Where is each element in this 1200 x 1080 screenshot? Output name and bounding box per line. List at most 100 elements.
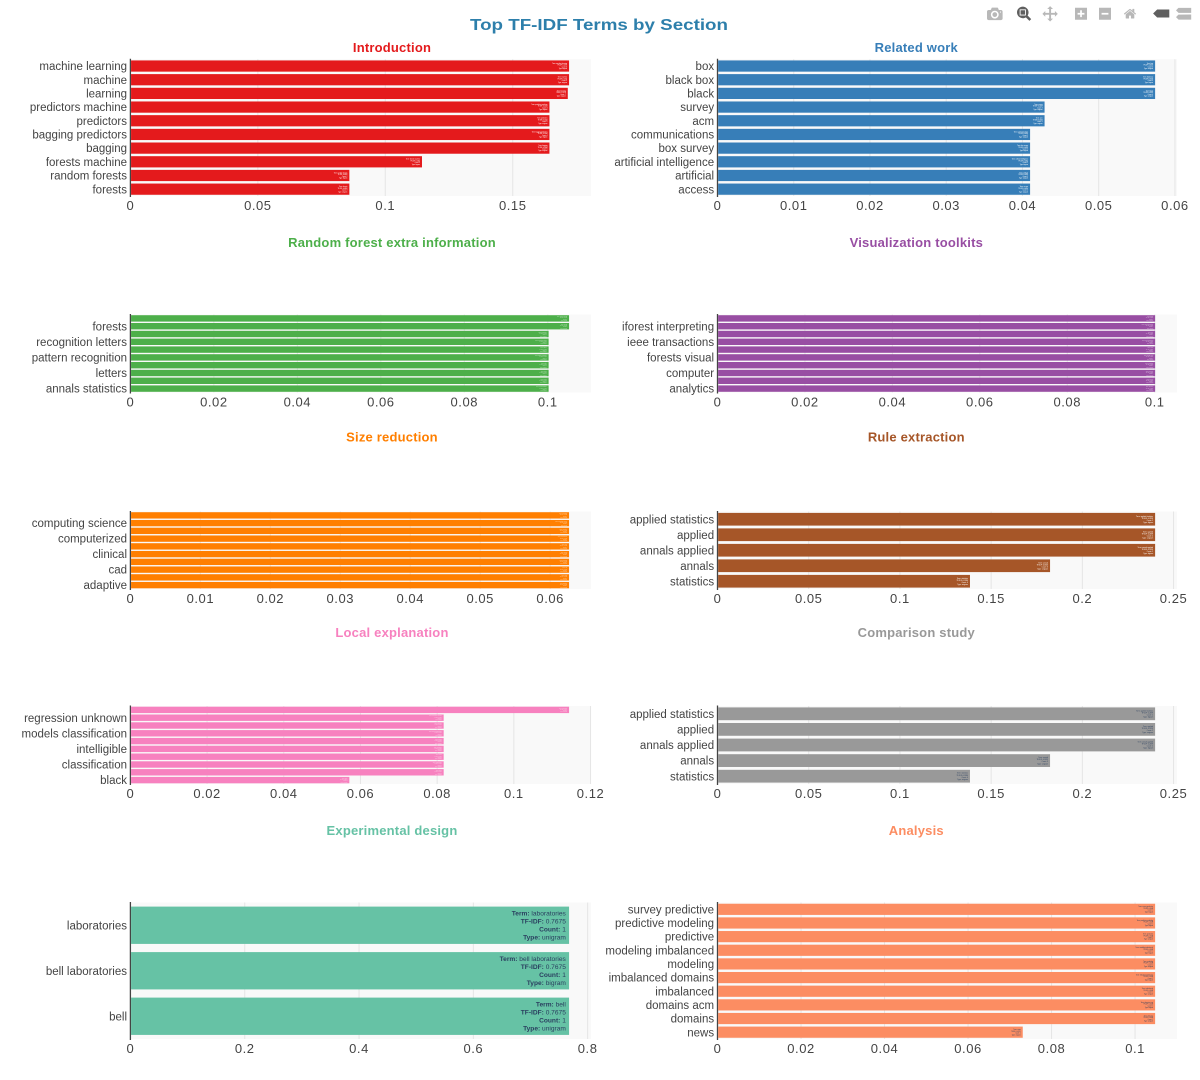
svg-text:Type: bigram: Type: bigram bbox=[1145, 1007, 1154, 1009]
svg-text:TF-IDF: 0.0574: TF-IDF: 0.0574 bbox=[1143, 92, 1153, 94]
svg-text:TF-IDF: 0.1048: TF-IDF: 0.1048 bbox=[1143, 949, 1153, 951]
svg-text:0.12: 0.12 bbox=[577, 786, 605, 801]
svg-text:Term: predictive modeling: Term: predictive modeling bbox=[1137, 919, 1154, 922]
svg-text:0.03: 0.03 bbox=[932, 198, 960, 213]
svg-text:computing science: computing science bbox=[32, 518, 127, 530]
svg-text:Count: 1: Count: 1 bbox=[543, 372, 547, 375]
svg-text:Visualization toolkits: Visualization toolkits bbox=[850, 235, 983, 250]
svg-text:TF-IDF: 0.0817: TF-IDF: 0.0817 bbox=[434, 716, 442, 718]
svg-text:0.25: 0.25 bbox=[1160, 591, 1188, 606]
svg-text:TF-IDF: 0.1048: TF-IDF: 0.1048 bbox=[1143, 963, 1153, 965]
svg-text:Type: unigram: Type: unigram bbox=[1142, 731, 1153, 734]
svg-text:Count: 1: Count: 1 bbox=[1148, 909, 1154, 912]
svg-text:Term: models: Term: models bbox=[435, 739, 442, 741]
svg-text:Type: unigram: Type: unigram bbox=[435, 766, 442, 768]
svg-text:Introduction: Introduction bbox=[353, 40, 431, 55]
svg-text:TF-IDF: 0.1002: TF-IDF: 0.1002 bbox=[539, 372, 547, 374]
svg-text:intelligible: intelligible bbox=[76, 744, 127, 756]
svg-text:TF-IDF: 0.1002: TF-IDF: 0.1002 bbox=[539, 364, 547, 366]
svg-text:TF-IDF: 0.1048: TF-IDF: 0.1048 bbox=[1143, 976, 1153, 978]
svg-text:0.2: 0.2 bbox=[1072, 786, 1092, 801]
svg-text:Type: unigram: Type: unigram bbox=[1033, 123, 1043, 125]
svg-text:Type: unigram: Type: unigram bbox=[1146, 320, 1153, 322]
svg-text:0.1: 0.1 bbox=[504, 786, 524, 801]
svg-text:TF-IDF: 0.0410: TF-IDF: 0.0410 bbox=[1018, 160, 1028, 162]
svg-text:Type: bigram: Type: bigram bbox=[561, 320, 567, 322]
svg-text:Term: predictors: Term: predictors bbox=[537, 117, 548, 120]
svg-text:Count: 3: Count: 3 bbox=[1037, 120, 1043, 123]
svg-text:Type: unigram: Type: unigram bbox=[1037, 567, 1048, 570]
svg-text:Count: 1: Count: 1 bbox=[438, 732, 442, 735]
svg-text:Type: unigram: Type: unigram bbox=[1019, 191, 1029, 193]
svg-text:Count: 1: Count: 1 bbox=[563, 584, 567, 587]
svg-text:Size reduction: Size reduction bbox=[346, 430, 438, 445]
svg-text:Type: bigram: Type: bigram bbox=[1145, 925, 1154, 927]
svg-text:0.1: 0.1 bbox=[1145, 395, 1165, 410]
svg-text:Term: forests visual: Term: forests visual bbox=[1144, 354, 1154, 357]
svg-text:Type: unigram: Type: unigram bbox=[341, 781, 348, 783]
svg-text:Count: 1: Count: 1 bbox=[438, 740, 442, 743]
svg-text:Term: communications: Term: communications bbox=[1014, 130, 1029, 133]
svg-text:Type: unigram: Type: unigram bbox=[957, 778, 968, 781]
svg-text:Term: survey: Term: survey bbox=[1034, 104, 1043, 106]
svg-text:cad: cad bbox=[108, 565, 127, 577]
svg-text:domains: domains bbox=[671, 1014, 715, 1026]
svg-text:Type: unigram: Type: unigram bbox=[1037, 762, 1048, 765]
svg-text:0: 0 bbox=[127, 591, 135, 606]
svg-text:Term: computer: Term: computer bbox=[1146, 369, 1154, 372]
svg-text:Count: 1: Count: 1 bbox=[1148, 1004, 1154, 1007]
svg-text:Type: unigram: Type: unigram bbox=[560, 571, 567, 573]
svg-text:annals applied: annals applied bbox=[640, 740, 714, 752]
svg-text:0.2: 0.2 bbox=[1072, 591, 1092, 606]
svg-text:computerized: computerized bbox=[58, 534, 127, 546]
svg-text:TF-IDF: 0.1001: TF-IDF: 0.1001 bbox=[1146, 325, 1154, 327]
svg-text:0.01: 0.01 bbox=[187, 591, 215, 606]
svg-text:Count: 1: Count: 1 bbox=[1149, 325, 1153, 328]
svg-text:Type: unigram: Type: unigram bbox=[560, 563, 567, 565]
svg-text:Count: 3: Count: 3 bbox=[415, 161, 421, 164]
svg-text:Count: 6: Count: 6 bbox=[562, 65, 568, 68]
svg-text:TF-IDF: 0.0731: TF-IDF: 0.0731 bbox=[1011, 1031, 1021, 1033]
svg-text:Term: black: Term: black bbox=[342, 778, 348, 780]
svg-text:Count: 1: Count: 1 bbox=[1148, 963, 1154, 966]
svg-text:Type: bigram: Type: bigram bbox=[561, 524, 567, 526]
svg-text:TF-IDF: 0.1823: TF-IDF: 0.1823 bbox=[1037, 564, 1049, 566]
svg-text:Term: forests: Term: forests bbox=[561, 323, 568, 326]
svg-text:regression unknown: regression unknown bbox=[24, 713, 127, 725]
svg-text:Count: 2: Count: 2 bbox=[563, 317, 567, 320]
svg-text:Term: iforest interpreting: Term: iforest interpreting bbox=[1142, 323, 1154, 326]
svg-text:TF-IDF: 0.1002: TF-IDF: 0.1002 bbox=[539, 341, 547, 343]
svg-text:Type: unigram: Type: unigram bbox=[538, 123, 548, 125]
svg-text:Term: applied: Term: applied bbox=[1143, 530, 1153, 533]
svg-text:modeling: modeling bbox=[667, 959, 714, 971]
svg-text:TF-IDF: 0.1001: TF-IDF: 0.1001 bbox=[1146, 341, 1154, 343]
svg-text:0.15: 0.15 bbox=[977, 591, 1005, 606]
svg-text:0: 0 bbox=[127, 1041, 135, 1056]
svg-text:Type: unigram: Type: unigram bbox=[1144, 1021, 1154, 1023]
svg-text:domains acm: domains acm bbox=[646, 1000, 714, 1012]
svg-text:0: 0 bbox=[714, 198, 722, 213]
svg-text:0.1: 0.1 bbox=[538, 395, 558, 410]
svg-text:0.1: 0.1 bbox=[1125, 1041, 1145, 1056]
svg-text:Count: 1: Count: 1 bbox=[1148, 936, 1154, 939]
svg-text:TF-IDF: 0.0571: TF-IDF: 0.0571 bbox=[340, 779, 348, 781]
svg-text:Type: bigram: Type: bigram bbox=[1020, 150, 1029, 152]
svg-text:forests: forests bbox=[92, 184, 127, 196]
svg-text:Type: bigram: Type: bigram bbox=[412, 164, 421, 166]
svg-text:Type: unigram: Type: unigram bbox=[538, 150, 548, 152]
svg-text:Count: 1: Count: 1 bbox=[539, 972, 566, 979]
svg-text:Type: bigram: Type: bigram bbox=[436, 735, 442, 737]
svg-text:Type: unigram: Type: unigram bbox=[338, 191, 348, 193]
svg-text:TF-IDF: 0.1644: TF-IDF: 0.1644 bbox=[538, 106, 548, 108]
svg-text:Type: bigram: Type: bigram bbox=[1020, 164, 1029, 166]
svg-text:Type: unigram: Type: unigram bbox=[540, 367, 547, 369]
svg-text:Term: acm: Term: acm bbox=[1036, 118, 1044, 120]
svg-text:Term: bell laboratories: Term: bell laboratories bbox=[500, 956, 567, 963]
svg-text:Count: 1: Count: 1 bbox=[1149, 388, 1153, 391]
svg-text:Term: ieee transactions: Term: ieee transactions bbox=[1142, 338, 1153, 341]
svg-text:TF-IDF: 0.1001: TF-IDF: 0.1001 bbox=[1146, 380, 1154, 382]
svg-text:Count: 1: Count: 1 bbox=[563, 576, 567, 579]
svg-text:TF-IDF: 0.1001: TF-IDF: 0.1001 bbox=[1146, 317, 1154, 319]
svg-text:Count: 2: Count: 2 bbox=[563, 325, 567, 328]
svg-text:0: 0 bbox=[714, 591, 722, 606]
